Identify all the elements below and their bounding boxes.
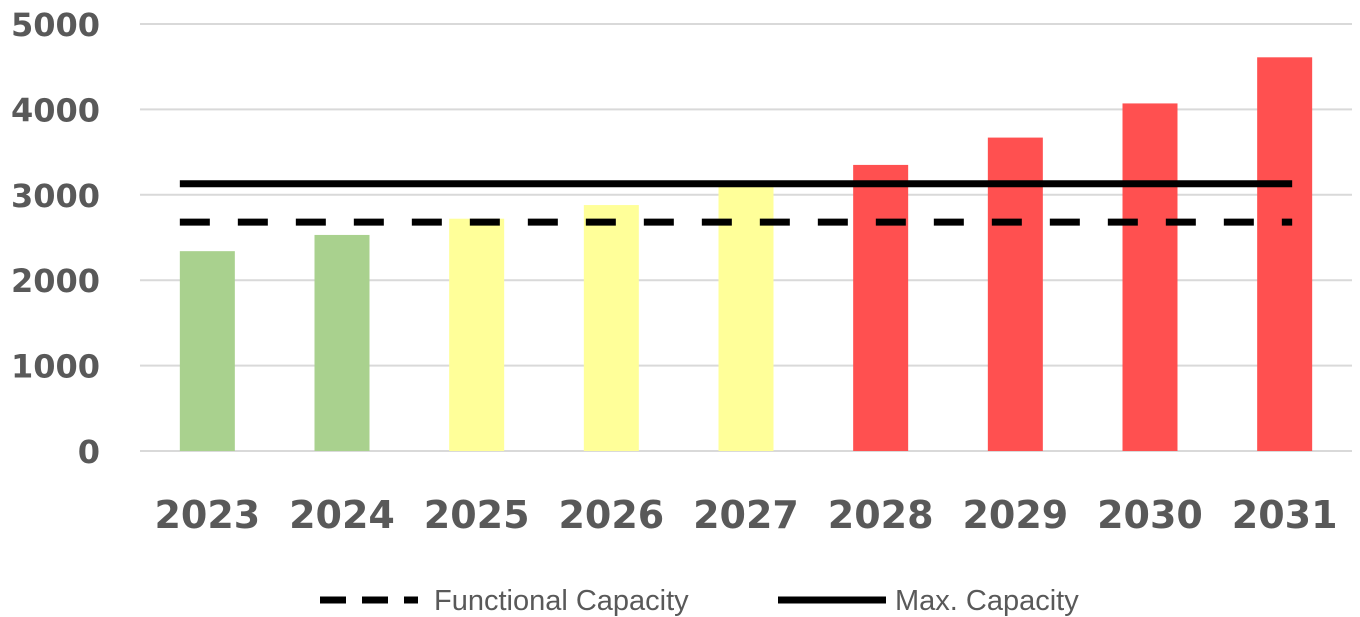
legend: Functional Capacity Max. Capacity — [320, 585, 1079, 617]
bar-2024 — [314, 234, 370, 451]
x-tick-label-2024: 2024 — [289, 493, 395, 537]
x-tick-label-2031: 2031 — [1232, 493, 1338, 537]
bar-2028 — [853, 164, 909, 451]
x-tick-label-2027: 2027 — [693, 493, 799, 537]
x-tick-label-2030: 2030 — [1097, 493, 1203, 537]
x-tick-label-2029: 2029 — [962, 493, 1068, 537]
y-tick-label: 4000 — [11, 91, 100, 129]
y-tick-label: 3000 — [11, 177, 100, 215]
capacity-lines — [179, 180, 1293, 226]
legend-label-max-capacity: Max. Capacity — [895, 585, 1079, 617]
y-tick-label: 5000 — [11, 6, 100, 44]
bar-2030 — [1122, 103, 1178, 451]
bar-2026 — [583, 205, 639, 451]
bar-2023 — [179, 251, 235, 451]
y-axis-tick-labels: 0 1000 2000 3000 4000 5000 — [11, 6, 100, 471]
bars — [179, 57, 1313, 451]
x-tick-label-2028: 2028 — [828, 493, 934, 537]
bar-2029 — [987, 137, 1043, 451]
x-tick-label-2023: 2023 — [154, 493, 260, 537]
x-axis-tick-labels: 2023 2024 2025 2026 2027 2028 2029 2030 2031 — [154, 493, 1337, 537]
bar-2031 — [1257, 57, 1313, 451]
x-tick-label-2025: 2025 — [424, 493, 530, 537]
bar-2025 — [449, 218, 505, 451]
legend-label-functional-capacity: Functional Capacity — [434, 585, 689, 617]
y-tick-label: 2000 — [11, 262, 100, 300]
y-tick-label: 0 — [78, 433, 100, 471]
y-tick-label: 1000 — [11, 348, 100, 386]
bar-2027 — [718, 186, 774, 451]
x-tick-label-2026: 2026 — [558, 493, 664, 537]
